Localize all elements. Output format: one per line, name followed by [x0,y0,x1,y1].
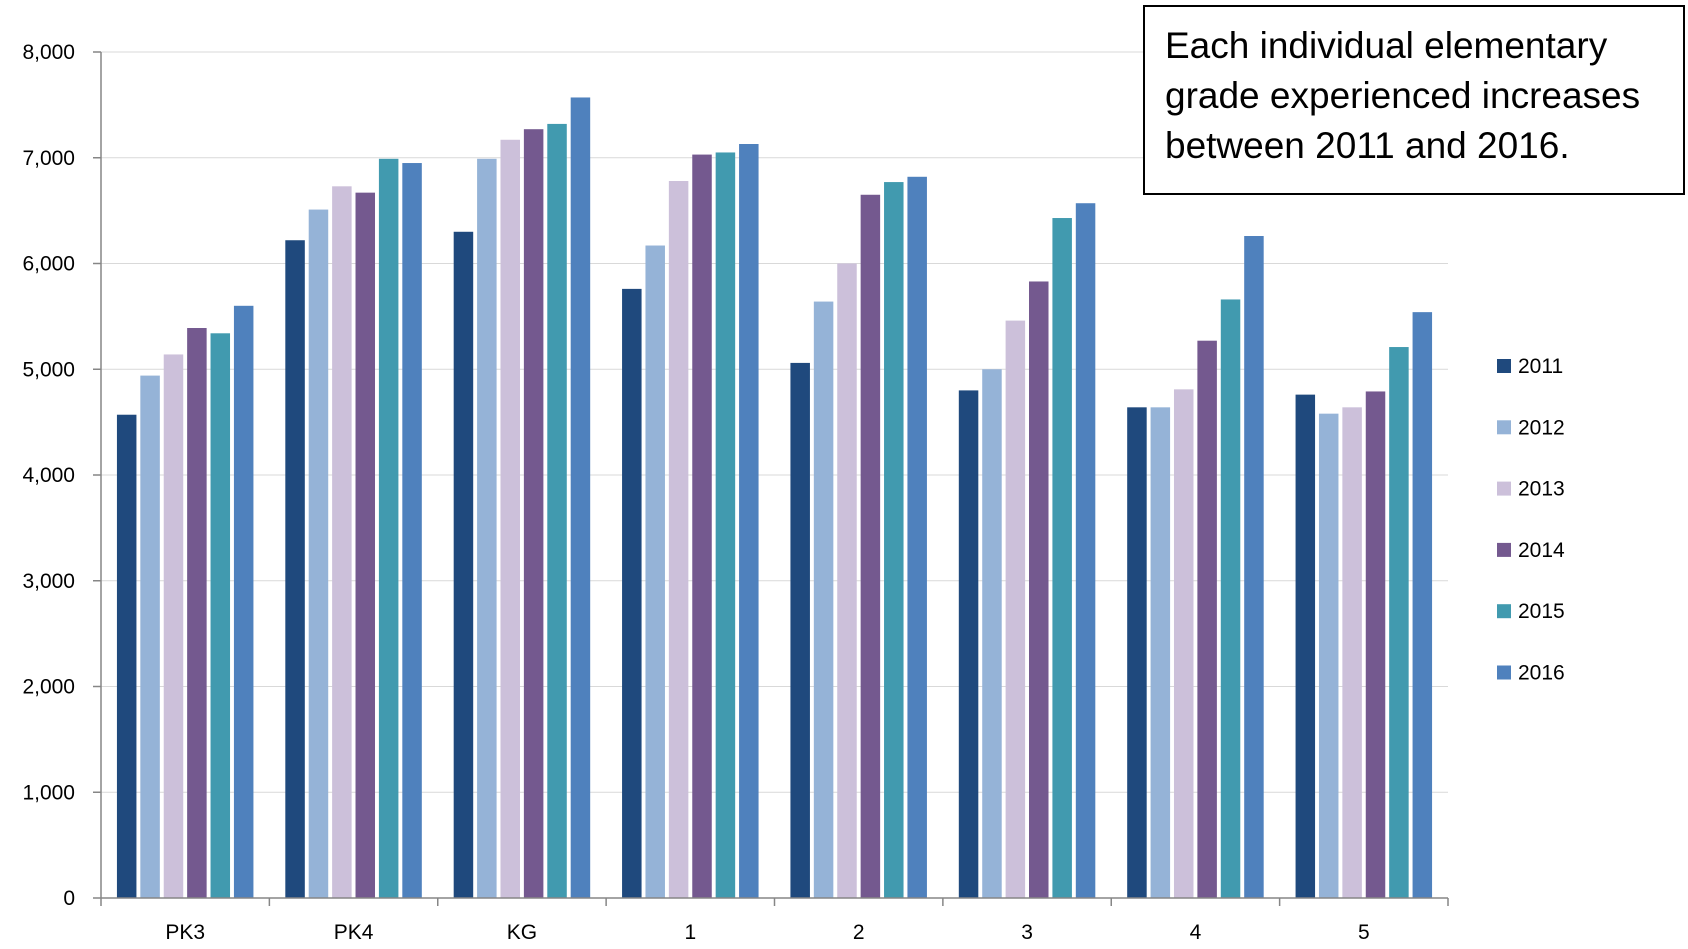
bar-2014-3 [1029,281,1049,898]
bar-2016-4 [1244,236,1264,898]
bar-2015-3 [1052,218,1072,899]
bar-2016-3 [1075,203,1096,898]
bar-2011-PK3 [116,414,137,898]
bar-2012-1 [645,245,665,898]
annotation-callout: Each individual elementary grade experie… [1143,5,1685,195]
y-tick-label: 7,000 [22,147,75,170]
y-tick-label: 6,000 [22,253,75,276]
bar-2016-2 [907,176,927,898]
bar-2011-4 [1127,407,1147,898]
y-tick-label: 4,000 [22,464,75,487]
y-tick-label: 3,000 [22,570,75,593]
legend: 2011 2012 2013 2014 2015 2016 [1497,355,1565,685]
bar-2015-4 [1220,299,1241,899]
bar-2011-3 [958,390,979,898]
bar-2014-KG [523,129,544,898]
bar-2013-4 [1173,389,1194,898]
y-tick-label: 0 [63,887,75,910]
bar-2011-KG [453,231,474,898]
bar-2012-4 [1150,407,1171,898]
x-tick-label: PK3 [165,921,205,944]
y-tick-label: 5,000 [22,358,75,381]
bar-2014-PK4 [355,192,376,898]
bar-2015-PK4 [378,158,399,898]
bar-2012-PK3 [140,375,160,899]
bar-2016-5 [1412,312,1433,898]
legend-label-2015: 2015 [1518,600,1565,623]
bar-2011-PK4 [285,240,305,899]
y-tick-label: 8,000 [22,41,75,64]
bar-2013-PK4 [332,186,352,899]
bar-2015-5 [1389,347,1409,899]
x-tick-label: 3 [1021,921,1033,944]
bar-2012-3 [982,369,1002,898]
x-tick-label: 5 [1358,921,1370,944]
y-tick-label: 1,000 [22,781,75,804]
bar-2014-5 [1365,391,1386,898]
bar-2016-1 [739,144,759,898]
bars [116,97,1433,899]
bar-2011-1 [622,288,642,898]
legend-label-2011: 2011 [1518,355,1563,378]
bar-2012-5 [1318,413,1339,898]
bar-2012-KG [477,158,497,898]
bar-2015-KG [547,123,567,898]
legend-label-2016: 2016 [1518,662,1565,685]
legend-swatch-2016 [1497,665,1511,680]
bar-2014-2 [860,194,881,898]
bar-2016-PK3 [233,305,254,898]
bar-2015-2 [884,182,904,898]
legend-swatch-2011 [1497,359,1511,373]
axes: 0 1,000 2,000 3,000 4,000 5,000 6,000 7,000 8,00… [22,41,1449,944]
bar-2012-PK4 [308,209,329,898]
legend-swatch-2013 [1497,481,1511,496]
legend-label-2013: 2013 [1518,478,1565,501]
bar-2014-PK3 [187,328,207,898]
y-tick-label: 2,000 [22,676,75,699]
bar-2012-2 [813,301,834,898]
bar-2013-1 [668,181,689,898]
legend-swatch-2015 [1497,604,1511,619]
x-tick-label: PK4 [334,921,374,944]
legend-swatch-2012 [1497,420,1511,435]
x-tick-label: 2 [853,921,865,944]
bar-2013-2 [837,263,857,898]
legend-swatch-2014 [1497,542,1511,557]
bar-2013-KG [500,139,520,898]
bar-2014-1 [692,154,712,898]
bar-2011-5 [1295,394,1316,898]
bar-2013-3 [1005,320,1026,899]
bar-2015-PK3 [210,333,231,898]
x-tick-label: 4 [1190,921,1202,944]
bar-2013-PK3 [163,354,184,898]
bar-2015-1 [715,152,736,898]
bar-2016-KG [570,97,591,898]
bar-2016-PK4 [402,163,422,899]
legend-label-2014: 2014 [1518,539,1565,562]
bar-2011-2 [790,362,810,898]
x-tick-label: KG [507,921,537,944]
bar-2014-4 [1197,340,1217,898]
bar-2013-5 [1342,407,1362,898]
x-tick-label: 1 [684,921,696,944]
legend-label-2012: 2012 [1518,416,1565,439]
